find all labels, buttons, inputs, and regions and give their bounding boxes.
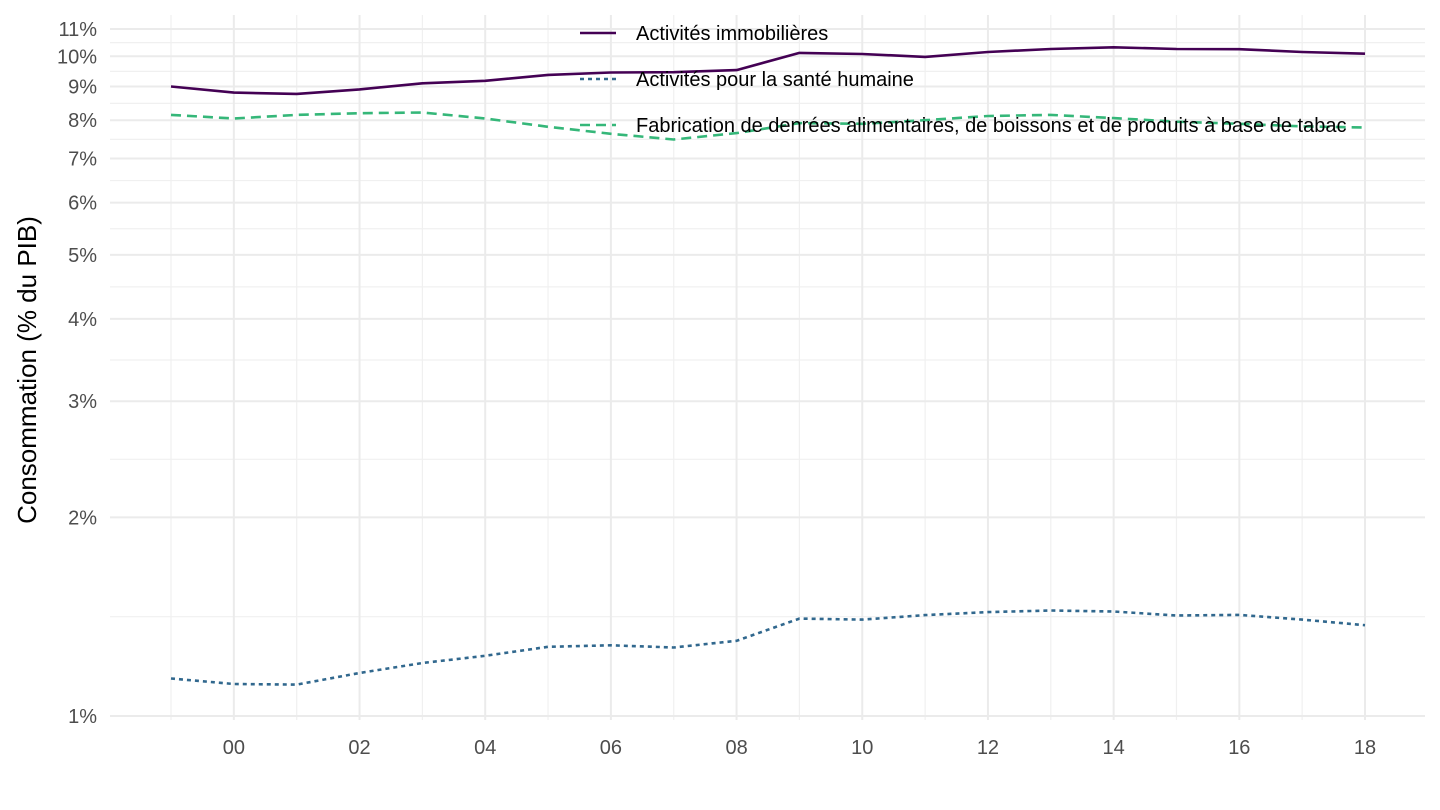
series-lines — [170, 46, 1366, 686]
x-tick-label: 06 — [600, 737, 622, 759]
x-tick-label: 12 — [977, 737, 999, 759]
y-tick-label: 7% — [68, 148, 97, 170]
series-line-1 — [170, 46, 1366, 96]
x-tick-label: 08 — [725, 737, 747, 759]
series-line-3 — [170, 111, 1366, 141]
y-tick-label: 9% — [68, 76, 97, 98]
x-tick-label: 18 — [1354, 737, 1376, 759]
legend-label-2: Activités pour la santé humaine — [636, 69, 914, 91]
x-tick-label: 10 — [851, 737, 873, 759]
x-axis-tick-labels: 00 02 04 06 08 10 12 14 16 18 — [223, 737, 1376, 759]
x-tick-label: 02 — [348, 737, 370, 759]
y-tick-label: 5% — [68, 245, 97, 267]
y-tick-label: 10% — [57, 46, 97, 68]
y-tick-label: 8% — [68, 110, 97, 132]
y-tick-label: 11% — [58, 19, 97, 41]
grid-lines — [110, 15, 1425, 720]
x-tick-label: 00 — [223, 737, 245, 759]
y-tick-label: 2% — [68, 507, 97, 529]
y-tick-label: 1% — [68, 706, 97, 728]
y-tick-label: 6% — [68, 193, 97, 215]
y-axis-title: Consommation (% du PIB) — [12, 216, 42, 524]
legend-label-1: Activités immobilières — [636, 23, 828, 45]
y-tick-label: 4% — [68, 309, 97, 331]
y-axis-tick-labels: 1% 2% 3% 4% 5% 6% 7% 8% 9% 10% 11% — [57, 19, 97, 728]
legend: Activités immobilières Activités pour la … — [580, 23, 1346, 137]
x-tick-label: 04 — [474, 737, 496, 759]
legend-label-3: Fabrication de denrées alimentaires, de … — [636, 115, 1346, 137]
x-tick-label: 14 — [1103, 737, 1125, 759]
series-line-2 — [170, 609, 1366, 686]
x-tick-label: 16 — [1228, 737, 1250, 759]
y-tick-label: 3% — [68, 391, 97, 413]
